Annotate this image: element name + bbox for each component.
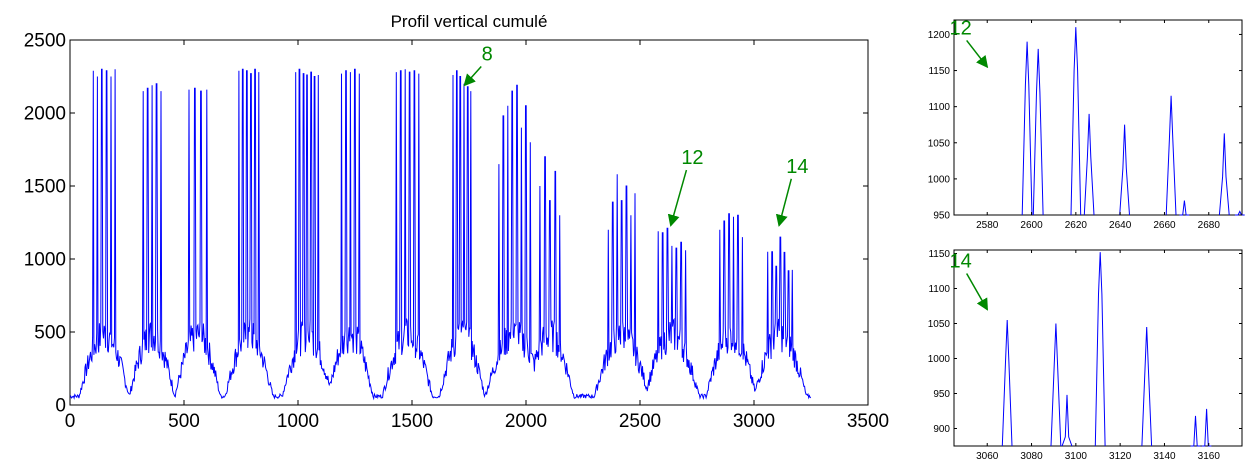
main-chart: Profil vertical cumulé 0 500 1000 1500 2000 2… <box>24 12 889 432</box>
y-tick-label: 500 <box>34 323 66 344</box>
x-tick-label: 3140 <box>1153 451 1176 459</box>
chart-title: Profil vertical cumulé <box>391 12 548 31</box>
inset-14-y-tick-labels: 900 950 1000 1050 1100 1150 <box>928 249 1242 435</box>
annotation-arrow <box>463 65 482 87</box>
y-tick-label: 1050 <box>928 319 951 330</box>
y-tick-label: 1000 <box>928 174 951 185</box>
x-tick-label: 2660 <box>1153 220 1176 231</box>
inset-12-x-tick-labels: 2580 2600 2620 2640 2660 2680 <box>976 20 1220 231</box>
inset-14-plot-group <box>1001 252 1212 447</box>
y-tick-label: 1000 <box>24 250 66 271</box>
x-tick-label: 3000 <box>733 411 775 432</box>
inset-14-plot-area <box>953 249 1243 447</box>
y-tick-label: 0 <box>55 396 66 417</box>
y-tick-label: 1150 <box>928 66 950 77</box>
y-tick-label: 950 <box>933 389 950 400</box>
y-tick-label: 1200 <box>928 30 951 41</box>
x-tick-label: 3500 <box>847 411 889 432</box>
annotation-label: 14 <box>786 156 808 178</box>
series-line-profile <box>69 68 812 401</box>
x-tick-label: 0 <box>65 411 76 432</box>
x-tick-label: 2500 <box>619 411 661 432</box>
main-x-tick-labels: 0 500 1000 1500 2000 2500 3000 3500 <box>65 40 889 432</box>
annotation-arrow <box>965 273 988 311</box>
x-tick-label: 2640 <box>1109 220 1132 231</box>
series-line-zoom <box>1001 252 1212 447</box>
x-tick-label: 3080 <box>1020 451 1043 459</box>
inset-12-plot-area <box>953 19 1243 216</box>
main-annotations: 8 12 14 <box>463 43 808 227</box>
x-tick-label: 2000 <box>505 411 547 432</box>
annotation-label: 8 <box>482 43 493 65</box>
annotation-label: 12 <box>681 147 703 169</box>
inset-12-annotation: 12 <box>950 17 989 69</box>
annotation-arrow <box>966 39 989 69</box>
main-plot-group <box>69 68 812 401</box>
annotation-arrow <box>667 169 688 227</box>
x-tick-label: 3120 <box>1109 451 1132 459</box>
y-tick-label: 1500 <box>24 177 66 198</box>
inset-12-plot-group <box>1021 27 1245 216</box>
inset-14-annotation: 14 <box>950 251 988 311</box>
y-tick-label: 900 <box>933 424 950 435</box>
annotation-label: 12 <box>950 17 972 39</box>
y-tick-label: 2500 <box>24 31 66 52</box>
annotation-arrow <box>775 178 793 227</box>
inset-chart-14: 3060 3080 3100 3120 3140 3160 900 950 1000 1050 1… <box>928 249 1243 459</box>
inset-chart-12: 2580 2600 2620 2640 2660 2680 950 1000 1050 1100… <box>928 17 1245 231</box>
x-tick-label: 3160 <box>1198 451 1221 459</box>
y-tick-label: 1100 <box>928 284 950 295</box>
y-tick-label: 1050 <box>928 138 951 149</box>
x-tick-label: 2680 <box>1198 220 1221 231</box>
annotation-label: 14 <box>950 251 972 273</box>
y-tick-label: 1000 <box>928 354 951 365</box>
x-tick-label: 3060 <box>976 451 999 459</box>
main-y-tick-labels: 0 500 1000 1500 2000 2500 <box>24 31 868 417</box>
x-tick-label: 2580 <box>976 220 999 231</box>
y-tick-label: 2000 <box>24 104 66 125</box>
x-tick-label: 3100 <box>1065 451 1088 459</box>
main-plot-area <box>69 39 869 406</box>
inset-14-x-tick-labels: 3060 3080 3100 3120 3140 3160 <box>976 250 1220 459</box>
x-tick-label: 500 <box>168 411 200 432</box>
x-tick-label: 2620 <box>1065 220 1088 231</box>
series-line-zoom <box>1021 27 1245 216</box>
x-tick-label: 1000 <box>277 411 319 432</box>
x-tick-label: 2600 <box>1020 220 1043 231</box>
inset-12-y-tick-labels: 950 1000 1050 1100 1150 1200 <box>928 30 1242 222</box>
y-tick-label: 950 <box>933 211 950 222</box>
y-tick-label: 1150 <box>928 249 950 260</box>
y-tick-label: 1100 <box>928 102 950 113</box>
x-tick-label: 1500 <box>391 411 433 432</box>
